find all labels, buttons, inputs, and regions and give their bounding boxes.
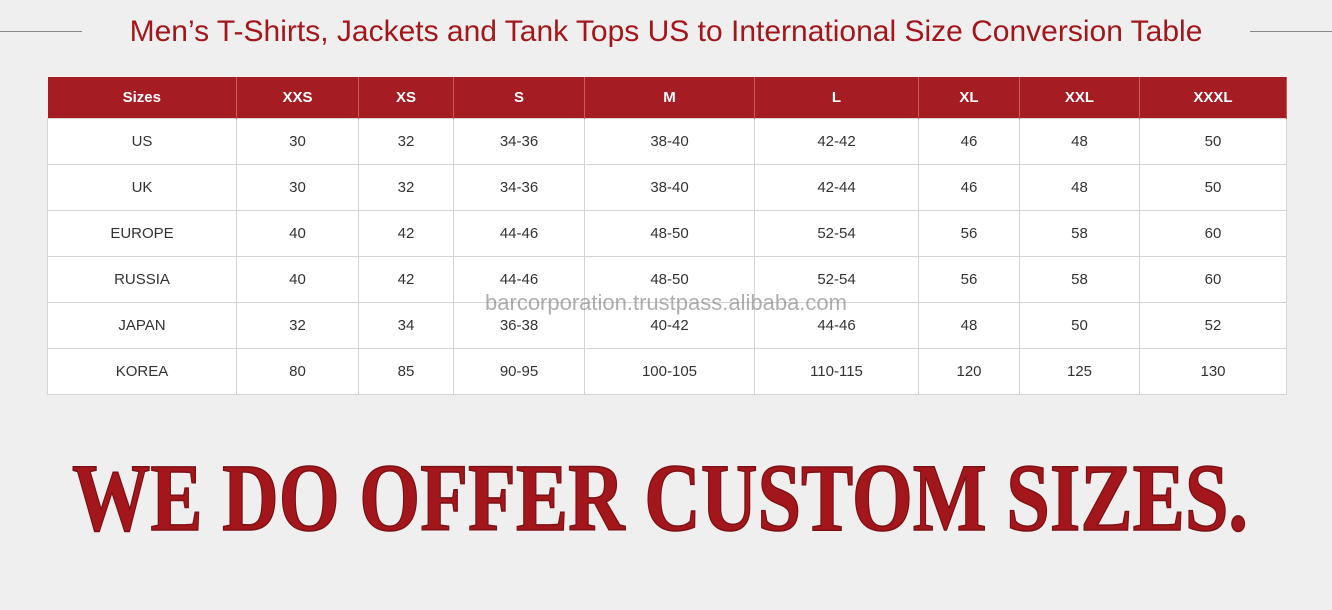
- size-cell: 130: [1139, 348, 1287, 395]
- column-header: Sizes: [47, 77, 237, 119]
- size-cell: 32: [358, 164, 454, 211]
- size-cell: 52-54: [754, 256, 919, 303]
- banner-text: WE DO OFFER CUSTOM SIZES.: [72, 444, 1248, 551]
- title-rule: [0, 31, 82, 32]
- banner: WE DO OFFER CUSTOM SIZES.: [71, 443, 1249, 552]
- title-bar: Men’s T-Shirts, Jackets and Tank Tops US…: [0, 12, 1332, 52]
- size-cell: 90-95: [453, 348, 585, 395]
- size-cell: 48: [1019, 118, 1140, 165]
- size-cell: 32: [358, 118, 454, 165]
- size-cell: 44-46: [754, 302, 919, 349]
- column-header: XXXL: [1139, 77, 1287, 119]
- region-cell: KOREA: [47, 348, 237, 395]
- size-cell: 100-105: [584, 348, 755, 395]
- size-cell: 56: [918, 256, 1020, 303]
- table-row: UK 30 32 34-36 38-40 42-44 46 48 50: [47, 164, 1287, 211]
- size-cell: 52-54: [754, 210, 919, 257]
- size-cell: 60: [1139, 210, 1287, 257]
- size-cell: 40-42: [584, 302, 755, 349]
- size-cell: 120: [918, 348, 1020, 395]
- size-cell: 48-50: [584, 210, 755, 257]
- size-cell: 52: [1139, 302, 1287, 349]
- size-cell: 42-44: [754, 164, 919, 211]
- title-rule: [1250, 31, 1332, 32]
- size-cell: 85: [358, 348, 454, 395]
- size-table: Sizes XXS XS S M L XL XXL XXXL US 30 32 34-36 38-40 4…: [47, 77, 1287, 395]
- header-row: Sizes XXS XS S M L XL XXL XXXL: [47, 77, 1287, 119]
- region-cell: JAPAN: [47, 302, 237, 349]
- column-header: L: [754, 77, 919, 119]
- table-row: KOREA 80 85 90-95 100-105 110-115 120 125 130: [47, 348, 1287, 395]
- table-body: US 30 32 34-36 38-40 42-42 46 48 50 UK 30 32 34-36 38…: [47, 118, 1287, 395]
- region-cell: EUROPE: [47, 210, 237, 257]
- region-cell: US: [47, 118, 237, 165]
- table-row: US 30 32 34-36 38-40 42-42 46 48 50: [47, 118, 1287, 165]
- size-cell: 80: [236, 348, 359, 395]
- size-cell: 44-46: [453, 256, 585, 303]
- size-cell: 58: [1019, 210, 1140, 257]
- size-cell: 30: [236, 118, 359, 165]
- watermark: barcorporation.trustpass.alibaba.com: [485, 290, 847, 315]
- region-cell: UK: [47, 164, 237, 211]
- size-cell: 36-38: [453, 302, 585, 349]
- size-cell: 44-46: [453, 210, 585, 257]
- table-row: RUSSIA 40 42 44-46 48-50 52-54 56 58 60: [47, 256, 1287, 303]
- size-cell: 42: [358, 256, 454, 303]
- column-header: S: [453, 77, 585, 119]
- size-cell: 110-115: [754, 348, 919, 395]
- size-cell: 48: [1019, 164, 1140, 211]
- size-cell: 40: [236, 210, 359, 257]
- size-cell: 42-42: [754, 118, 919, 165]
- size-cell: 60: [1139, 256, 1287, 303]
- column-header: M: [584, 77, 755, 119]
- size-cell: 48: [918, 302, 1020, 349]
- size-cell: 38-40: [584, 164, 755, 211]
- column-header: XXS: [236, 77, 359, 119]
- title: Men’s T-Shirts, Jackets and Tank Tops US…: [129, 15, 1203, 48]
- region-cell: RUSSIA: [47, 256, 237, 303]
- size-cell: 50: [1139, 164, 1287, 211]
- size-cell: 50: [1139, 118, 1287, 165]
- size-cell: 46: [918, 118, 1020, 165]
- column-header: XXL: [1019, 77, 1140, 119]
- size-cell: 58: [1019, 256, 1140, 303]
- column-header: XS: [358, 77, 454, 119]
- size-cell: 42: [358, 210, 454, 257]
- size-cell: 56: [918, 210, 1020, 257]
- size-cell: 34-36: [453, 164, 585, 211]
- size-cell: 34-36: [453, 118, 585, 165]
- size-cell: 46: [918, 164, 1020, 211]
- size-cell: 38-40: [584, 118, 755, 165]
- column-header: XL: [918, 77, 1020, 119]
- size-cell: 32: [236, 302, 359, 349]
- size-cell: 125: [1019, 348, 1140, 395]
- size-cell: 48-50: [584, 256, 755, 303]
- table-row: EUROPE 40 42 44-46 48-50 52-54 56 58 60: [47, 210, 1287, 257]
- size-cell: 30: [236, 164, 359, 211]
